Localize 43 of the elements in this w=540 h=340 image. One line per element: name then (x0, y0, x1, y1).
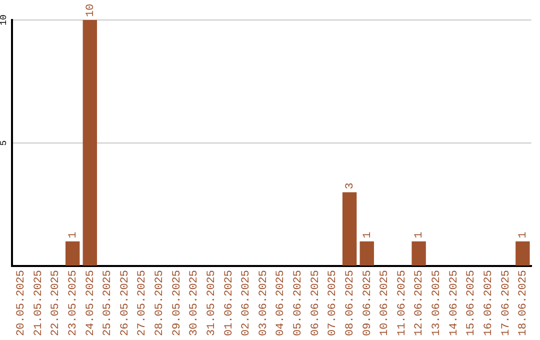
x-tick-label: 10.06.2025 (379, 270, 392, 336)
bar (65, 241, 80, 266)
bar (82, 20, 97, 266)
x-tick-label: 04.06.2025 (275, 270, 288, 336)
x-tick-label: 20.05.2025 (16, 270, 28, 336)
x-tick-label: 11.06.2025 (396, 270, 408, 336)
x-tick-label: 27.05.2025 (136, 270, 149, 336)
x-tick-label: 09.06.2025 (362, 270, 374, 336)
y-tick-label: 5 (0, 140, 9, 146)
bar (360, 241, 374, 266)
x-tick-label: 28.05.2025 (154, 270, 166, 336)
data-label: 1 (414, 231, 426, 238)
x-tick-label: 14.06.2025 (448, 270, 460, 336)
x-tick-label: 30.05.2025 (188, 270, 201, 336)
x-tick-label: 25.05.2025 (102, 270, 114, 336)
data-label: 1 (67, 231, 80, 238)
bar (342, 192, 357, 266)
x-tick-label: 21.05.2025 (32, 270, 45, 336)
x-tick-label: 13.06.2025 (431, 270, 444, 336)
x-tick-label: 22.05.2025 (50, 270, 62, 336)
x-tick-label: 02.06.2025 (240, 270, 253, 336)
x-tick-label: 05.06.2025 (292, 270, 305, 336)
x-tick-label: 06.06.2025 (310, 270, 322, 336)
x-tick-label: 17.06.2025 (500, 270, 512, 336)
data-label: 10 (84, 4, 97, 17)
data-label: 1 (518, 231, 530, 238)
x-tick-label: 18.06.2025 (518, 270, 530, 336)
x-tick-label: 24.05.2025 (84, 270, 97, 336)
data-label: 3 (344, 182, 356, 190)
x-tick-label: 08.06.2025 (344, 270, 356, 336)
x-tick-label: 12.06.2025 (414, 270, 426, 336)
x-tick-label: 31.05.2025 (206, 270, 218, 336)
x-tick-label: 15.06.2025 (466, 270, 478, 336)
x-tick-label: 26.05.2025 (119, 270, 132, 336)
x-tick-label: 29.05.2025 (171, 270, 184, 336)
x-tick-label: 07.06.2025 (327, 270, 340, 336)
bar (516, 241, 530, 266)
x-tick-label: 01.06.2025 (223, 270, 236, 336)
x-tick-label: 16.06.2025 (482, 270, 495, 336)
x-tick-label: 23.05.2025 (67, 270, 80, 336)
x-tick-label: 03.06.2025 (258, 270, 270, 336)
bar (412, 241, 426, 266)
data-label: 1 (362, 231, 374, 238)
